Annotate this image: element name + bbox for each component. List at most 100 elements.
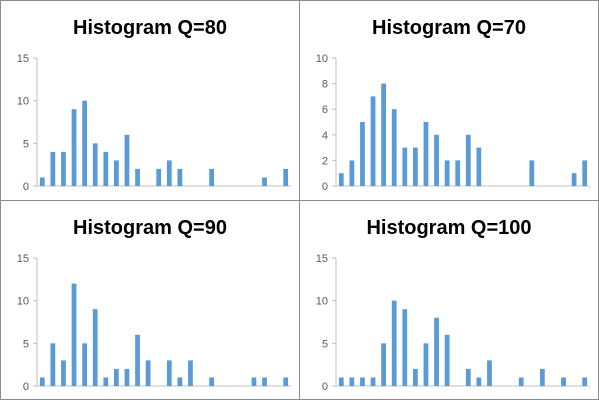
histogram-bar <box>124 134 130 186</box>
histogram-bar <box>82 100 88 186</box>
histogram-bar <box>412 147 418 186</box>
histogram-bar <box>124 368 130 386</box>
histogram-bar <box>251 377 257 386</box>
histogram-bar <box>476 147 482 186</box>
histogram-bar <box>283 377 289 386</box>
histogram-bar <box>444 334 450 386</box>
histogram-bar <box>455 160 461 186</box>
histogram-bar <box>360 377 365 386</box>
histogram-bar <box>283 168 289 186</box>
histogram-bar <box>71 283 77 386</box>
chart-title: Histogram Q=90 <box>73 217 227 239</box>
histogram-bar <box>349 377 355 386</box>
y-tick-label: 10 <box>316 296 328 308</box>
histogram-bar <box>145 360 151 386</box>
histogram-bar <box>50 151 56 186</box>
y-tick-label: 15 <box>17 53 29 65</box>
histogram-bar <box>465 368 471 386</box>
histogram-bar <box>177 168 183 186</box>
histogram-bar <box>518 377 524 386</box>
histogram-bar <box>262 177 267 186</box>
histogram-bar <box>349 160 355 186</box>
histogram-bar <box>103 151 109 186</box>
y-tick-label: 0 <box>23 181 29 193</box>
histogram-bar <box>188 360 193 386</box>
y-tick-label: 5 <box>322 338 328 350</box>
y-tick-label: 4 <box>322 130 328 142</box>
histogram-bar <box>571 173 577 186</box>
y-tick-label: 10 <box>17 296 29 308</box>
chart-title: Histogram Q=100 <box>366 217 531 239</box>
histogram-bar <box>103 377 109 386</box>
histogram-bar <box>434 317 439 386</box>
histogram-bar <box>338 173 344 186</box>
y-tick-label: 0 <box>23 381 29 393</box>
y-tick-label: 8 <box>322 79 328 91</box>
histogram-bar <box>539 368 545 386</box>
y-tick-label: 10 <box>17 96 29 108</box>
histogram-bar <box>423 122 429 186</box>
histogram-bar <box>487 360 492 386</box>
histogram-bar <box>381 83 387 186</box>
histogram-bar <box>370 96 376 186</box>
histogram-bar <box>360 122 365 186</box>
chart-panel-q80: Histogram Q=80 0 5 10 15 <box>0 0 300 201</box>
y-tick-label: 15 <box>316 253 328 265</box>
histogram-bar <box>370 377 376 386</box>
histogram-bar <box>92 309 98 386</box>
histogram-bar <box>582 377 588 386</box>
chart-svg: Histogram Q=80 0 5 10 15 <box>17 17 291 193</box>
histogram-bar <box>444 160 450 186</box>
histogram-bar <box>82 343 88 386</box>
histogram-bar <box>61 360 66 386</box>
histogram-bar <box>391 300 397 386</box>
histogram-bar <box>39 177 45 186</box>
histogram-bar <box>561 377 566 386</box>
histogram-bar <box>381 343 387 386</box>
y-tick-label: 10 <box>316 53 328 65</box>
histogram-bar <box>262 377 267 386</box>
histogram-bar <box>166 160 172 186</box>
y-tick-label: 5 <box>23 338 29 350</box>
histogram-bar <box>71 109 77 186</box>
histogram-bar <box>582 160 588 186</box>
histogram-bar <box>39 377 45 386</box>
chart-svg: Histogram Q=70 0 2 4 6 8 10 <box>316 17 590 193</box>
histogram-bar <box>135 334 140 386</box>
histogram-bar <box>177 377 183 386</box>
histogram-bar <box>166 360 172 386</box>
histogram-bar <box>92 143 98 186</box>
chart-title: Histogram Q=80 <box>73 17 227 39</box>
chart-svg: Histogram Q=90 0 5 10 15 <box>17 217 291 393</box>
histogram-bar <box>402 309 408 386</box>
y-tick-label: 2 <box>322 155 328 167</box>
y-tick-label: 5 <box>23 138 29 150</box>
chart-svg: Histogram Q=100 0 5 10 15 <box>316 217 590 393</box>
histogram-bar <box>476 377 482 386</box>
chart-panel-q70: Histogram Q=70 0 2 4 6 8 10 <box>299 0 599 201</box>
histogram-bar <box>156 168 162 186</box>
histogram-bar <box>465 134 471 186</box>
histogram-bar <box>423 343 429 386</box>
histogram-bar <box>412 368 418 386</box>
histogram-bar <box>113 368 119 386</box>
histogram-bar <box>338 377 344 386</box>
histogram-bar <box>434 134 439 186</box>
y-tick-label: 6 <box>322 104 328 116</box>
y-tick-label: 0 <box>322 381 328 393</box>
chart-panel-q100: Histogram Q=100 0 5 10 15 <box>299 200 599 400</box>
y-tick-label: 15 <box>17 253 29 265</box>
histogram-bar <box>61 151 66 186</box>
histogram-bar <box>209 377 215 386</box>
histogram-bar <box>402 147 408 186</box>
histogram-bar <box>135 168 140 186</box>
y-tick-label: 0 <box>322 181 328 193</box>
chart-title: Histogram Q=70 <box>372 17 526 39</box>
histogram-bar <box>391 109 397 186</box>
histogram-bar <box>50 343 56 386</box>
chart-panel-q90: Histogram Q=90 0 5 10 15 <box>0 200 300 400</box>
histogram-bar <box>209 168 215 186</box>
histogram-bar <box>113 160 119 186</box>
histogram-bar <box>529 160 535 186</box>
